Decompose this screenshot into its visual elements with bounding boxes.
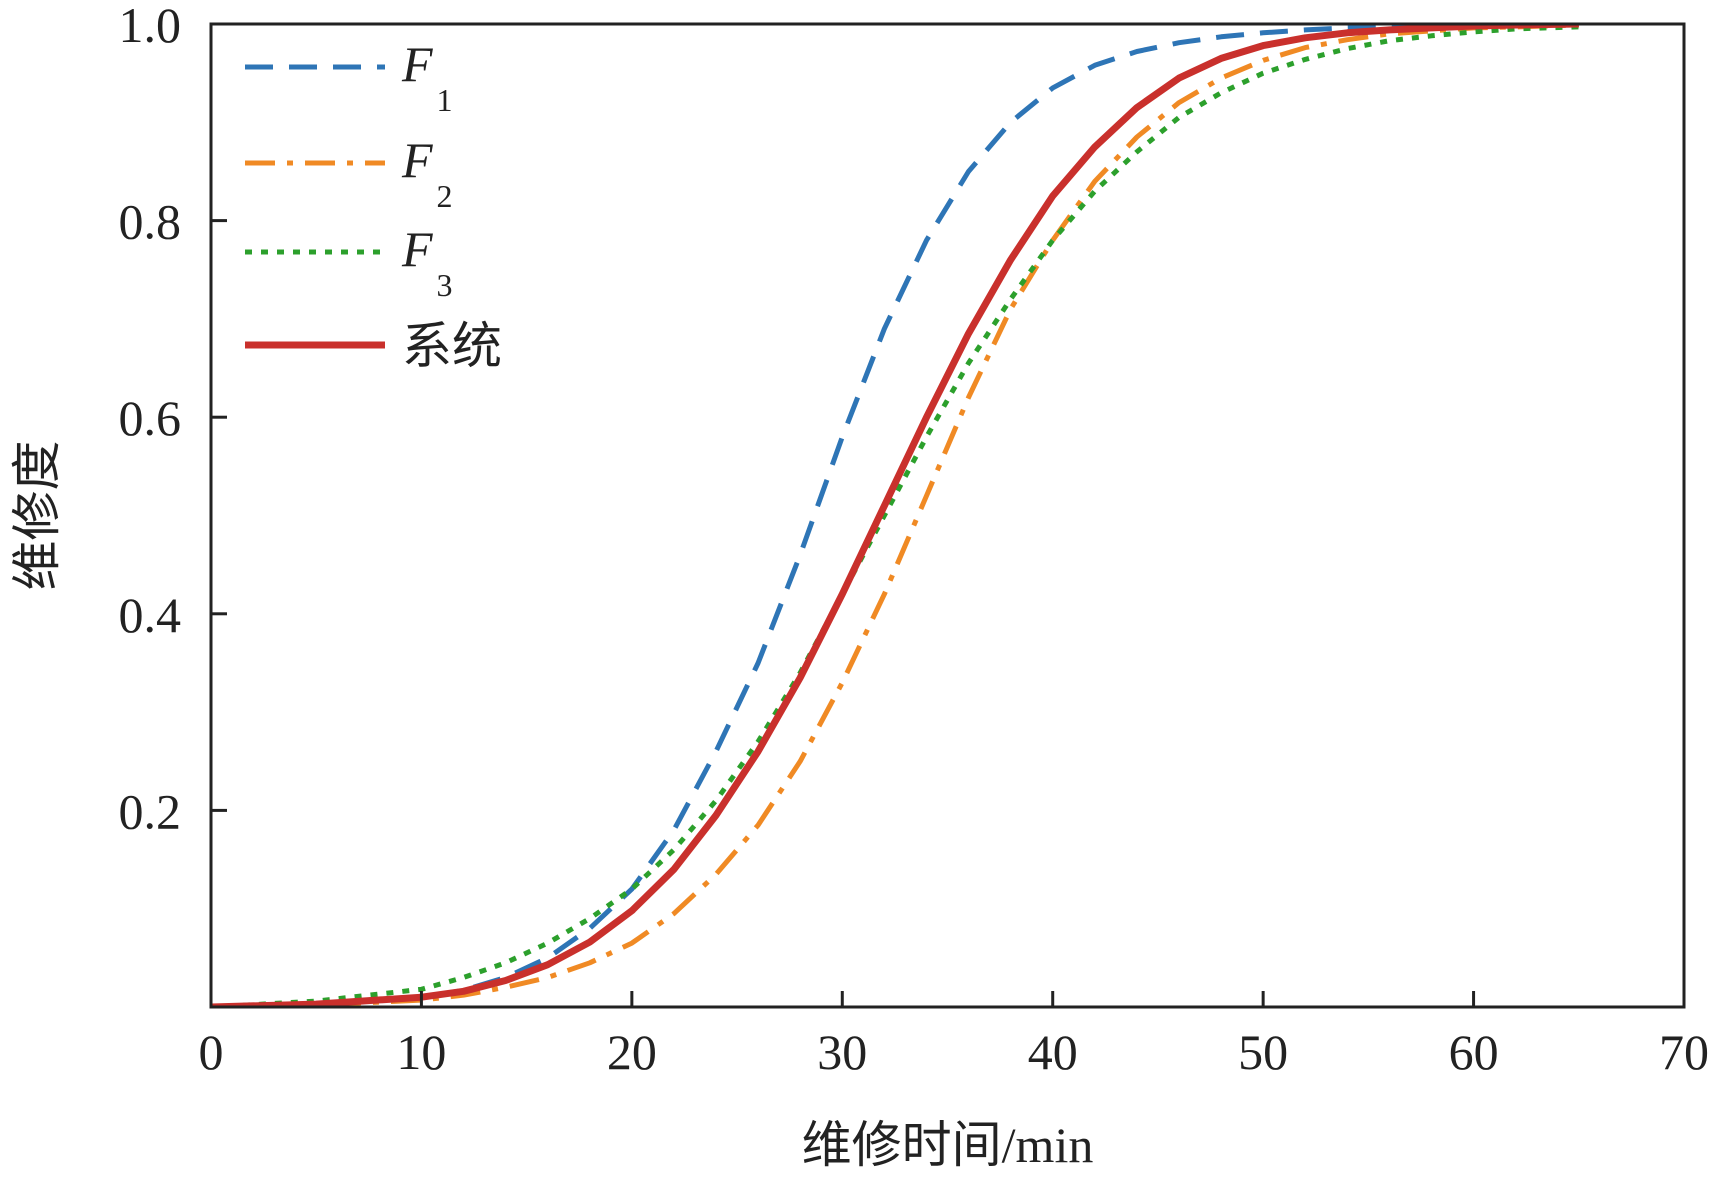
- series-line-3: [211, 24, 1579, 1007]
- series-line-1: [211, 24, 1579, 1007]
- y-tick-label: 0.6: [119, 390, 182, 446]
- y-tick-label: 0.2: [119, 783, 182, 839]
- x-tick-label: 0: [199, 1024, 224, 1080]
- x-tick-label: 30: [817, 1024, 867, 1080]
- x-axis-title: 维修时间/min: [802, 1117, 1094, 1173]
- series-line-2: [211, 24, 1579, 1007]
- legend-label-4: 系统: [402, 318, 502, 374]
- x-tick-label: 50: [1238, 1024, 1288, 1080]
- legend-label-2: F2: [401, 132, 453, 214]
- x-axis-ticks: 0 10 20 30 40 50 60 70: [199, 991, 1709, 1080]
- y-tick-label: 1.0: [119, 0, 182, 53]
- legend-label-1: F1: [401, 36, 453, 118]
- series-line-4: [211, 24, 1579, 1007]
- plot-frame: [209, 22, 1686, 1009]
- y-tick-label: 0.4: [119, 587, 182, 643]
- x-tick-label: 10: [396, 1024, 446, 1080]
- legend-label-3: F3: [401, 221, 453, 303]
- series-layer: [211, 24, 1579, 1007]
- x-tick-label: 60: [1449, 1024, 1499, 1080]
- x-tick-label: 40: [1028, 1024, 1078, 1080]
- y-axis-ticks: 0.2 0.4 0.6 0.8 1.0: [119, 0, 227, 839]
- x-tick-label: 70: [1659, 1024, 1709, 1080]
- y-tick-label: 0.8: [119, 194, 182, 250]
- x-tick-label: 20: [607, 1024, 657, 1080]
- y-axis-title: 维修度: [9, 441, 65, 591]
